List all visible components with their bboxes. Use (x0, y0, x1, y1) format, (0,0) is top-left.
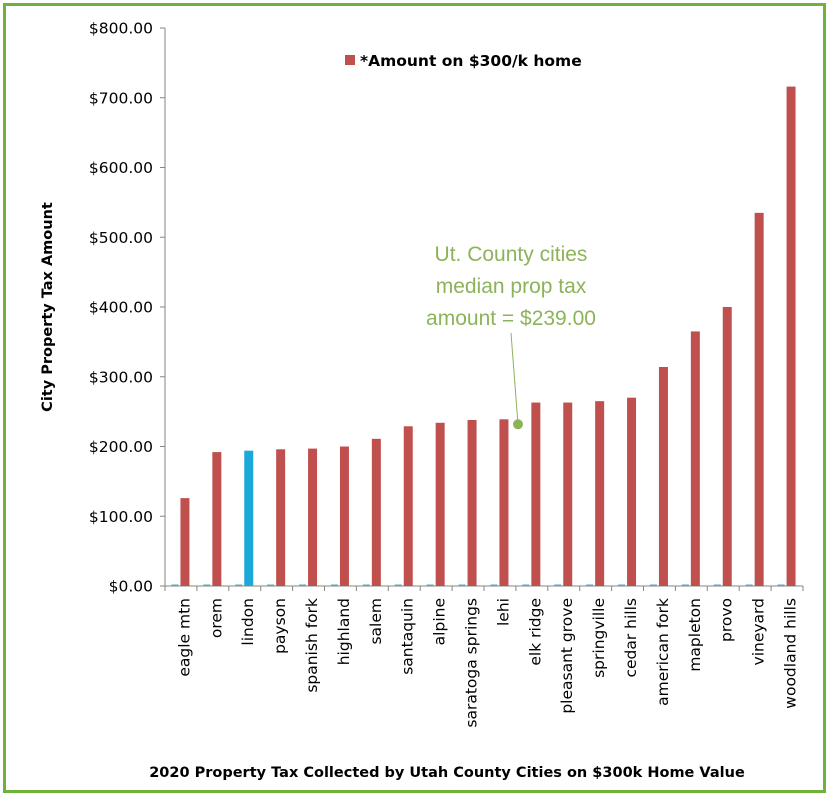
median-annotation: Ut. County cities median prop tax amount… (426, 243, 596, 430)
legend-label: *Amount on $300/k home (360, 52, 582, 70)
y-tick-label: $600.00 (89, 159, 153, 177)
category-label: american fork (654, 598, 672, 706)
bar-stub (522, 584, 530, 586)
category-label: springville (590, 598, 608, 678)
y-tick-label: $700.00 (89, 89, 153, 107)
category-label: mapleton (686, 598, 704, 672)
category-label: spanish fork (303, 598, 321, 693)
bar-highland (339, 446, 349, 586)
bar-stub (554, 584, 562, 586)
annotation-leader-line (510, 332, 519, 425)
category-label: orem (207, 598, 225, 638)
category-label: salem (367, 598, 385, 645)
y-axis-label: City Property Tax Amount (40, 202, 56, 412)
bar-saratoga-springs (467, 419, 477, 586)
category-label: lehi (494, 598, 512, 626)
category-label: saratoga springs (462, 598, 480, 728)
bar-payson (276, 449, 286, 586)
y-tick-label: $0.00 (109, 578, 153, 596)
annotation-line-1: Ut. County cities (435, 243, 588, 266)
bar-orem (212, 452, 222, 586)
bar-alpine (435, 422, 445, 586)
bar-stub (745, 584, 753, 586)
x-axis-title: 2020 Property Tax Collected by Utah Coun… (149, 765, 745, 781)
y-axis-ticks: $0.00 $100.00 $200.00 $300.00 $400.00 $500.00… (89, 20, 165, 596)
category-label: payson (271, 598, 289, 654)
category-label: elk ridge (526, 598, 544, 666)
y-tick-label: $800.00 (89, 20, 153, 38)
bar-vineyard (754, 212, 764, 586)
category-label: vineyard (750, 598, 768, 665)
bar-stub (171, 584, 179, 586)
chart-frame (3, 3, 826, 793)
bar-stub (267, 584, 275, 586)
bar-american-fork (658, 366, 668, 586)
bar-stub (586, 584, 594, 586)
legend-swatch (345, 55, 355, 65)
annotation-line-3: amount = $239.00 (426, 307, 596, 330)
bar-lindon (244, 450, 254, 586)
y-tick-label: $200.00 (89, 438, 153, 456)
bar-elk-ridge (531, 402, 541, 586)
bar-stub (394, 584, 402, 586)
category-label: lindon (239, 598, 257, 646)
bar-salem (371, 438, 381, 586)
category-label: provo (718, 598, 736, 642)
bar-stub (777, 584, 785, 586)
bar-cedar-hills (627, 397, 637, 586)
bar-stub (362, 584, 370, 586)
bar-stub (618, 584, 626, 586)
category-label: cedar hills (622, 598, 640, 678)
category-label: santaquin (399, 598, 417, 675)
bar-pleasant-grove (563, 402, 573, 586)
category-label: woodland hills (781, 598, 799, 709)
bar-stub (330, 584, 338, 586)
y-tick-label: $300.00 (89, 368, 153, 386)
category-label: highland (335, 598, 353, 665)
category-label: eagle mtn (175, 598, 193, 677)
bars (171, 86, 796, 586)
bar-provo (722, 307, 732, 586)
bar-stub (490, 584, 498, 586)
bar-stub (203, 584, 211, 586)
bar-stub (299, 584, 307, 586)
bar-stub (458, 584, 466, 586)
bar-stub (235, 584, 243, 586)
y-tick-label: $500.00 (89, 229, 153, 247)
bar-stub (426, 584, 434, 586)
category-label: pleasant grove (558, 598, 576, 714)
bar-woodland-hills (786, 86, 796, 586)
category-label: alpine (431, 598, 449, 645)
annotation-line-2: median prop tax (436, 275, 587, 298)
bar-spanish-fork (308, 448, 318, 586)
annotation-marker (513, 419, 523, 430)
bar-stub (681, 584, 689, 586)
y-tick-label: $400.00 (89, 299, 153, 317)
x-axis-categories: eagle mtn orem lindon payson spanish fork hig… (175, 598, 799, 728)
bar-stub (649, 584, 657, 586)
bar-eagle-mtn (180, 498, 190, 586)
bar-mapleton (690, 331, 700, 586)
bar-lehi (499, 419, 509, 586)
y-tick-label: $100.00 (89, 508, 153, 526)
legend: *Amount on $300/k home (345, 52, 582, 70)
bar-santaquin (403, 426, 413, 586)
bar-springville (595, 401, 605, 586)
bar-stub (713, 584, 721, 586)
